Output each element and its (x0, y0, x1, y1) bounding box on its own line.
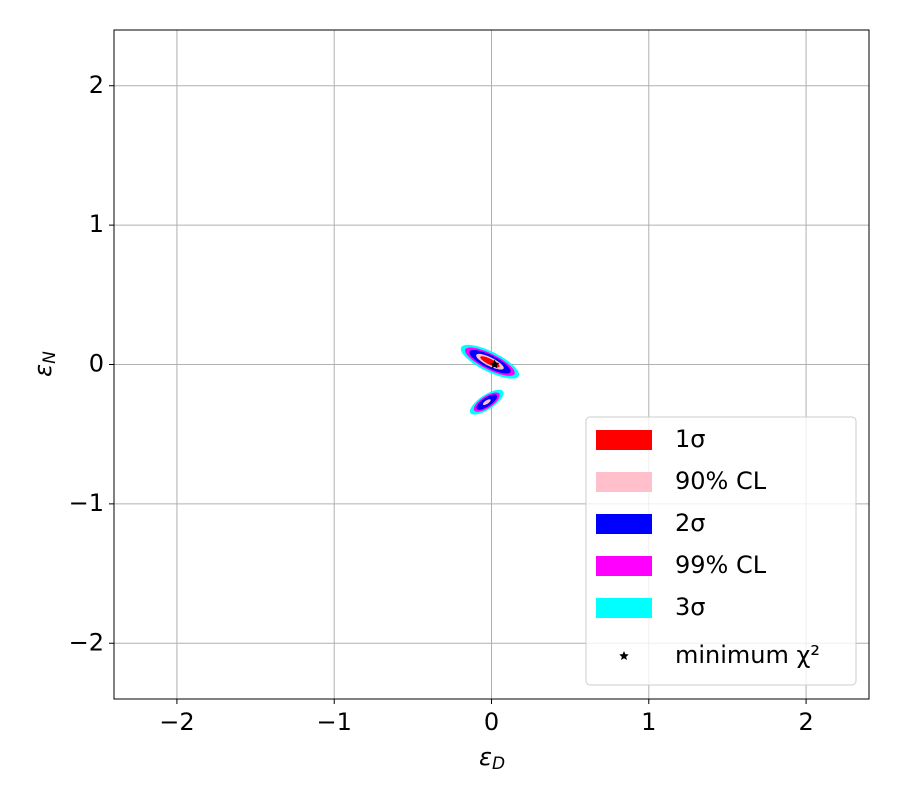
x-label-sub: D (492, 754, 505, 774)
y-tick-label: 2 (89, 71, 104, 99)
y-tick-label: 1 (89, 210, 104, 238)
legend-swatch (596, 430, 652, 450)
legend-swatch (596, 514, 652, 534)
legend-label: 99% CL (675, 551, 767, 579)
legend-label: 3σ (675, 593, 705, 621)
legend-label: 90% CL (675, 467, 767, 495)
plot-frame (113, 29, 870, 700)
contour-region (482, 399, 491, 406)
legend-swatch (596, 598, 652, 618)
legend-label: 1σ (675, 425, 705, 453)
legend-label: 2σ (675, 509, 705, 537)
x-tick-label: 1 (641, 708, 656, 736)
legend-label: minimum χ² (675, 641, 820, 669)
x-tick-label: −1 (317, 708, 352, 736)
x-axis-label: εD (479, 743, 505, 774)
y-tick-label: −2 (69, 628, 104, 656)
y-tick-label: 0 (89, 350, 104, 378)
x-tick-label: 0 (484, 708, 499, 736)
y-axis-label: εN (29, 351, 60, 377)
legend: 1σ 90% CL 2σ 99% CL 3σ minimum χ² (585, 416, 857, 686)
x-label-symbol: ε (479, 743, 492, 771)
x-tick-label: −2 (159, 708, 194, 736)
y-label-symbol: ε (29, 364, 57, 377)
legend-swatch (596, 556, 652, 576)
minimum-marker (489, 359, 500, 369)
y-label-sub: N (40, 351, 60, 364)
legend-swatch (596, 472, 652, 492)
y-tick-label: −1 (69, 489, 104, 517)
legend-marker (619, 651, 629, 661)
plot-marks (460, 344, 520, 415)
legend-box (585, 416, 857, 686)
x-tick-label: 2 (798, 708, 813, 736)
